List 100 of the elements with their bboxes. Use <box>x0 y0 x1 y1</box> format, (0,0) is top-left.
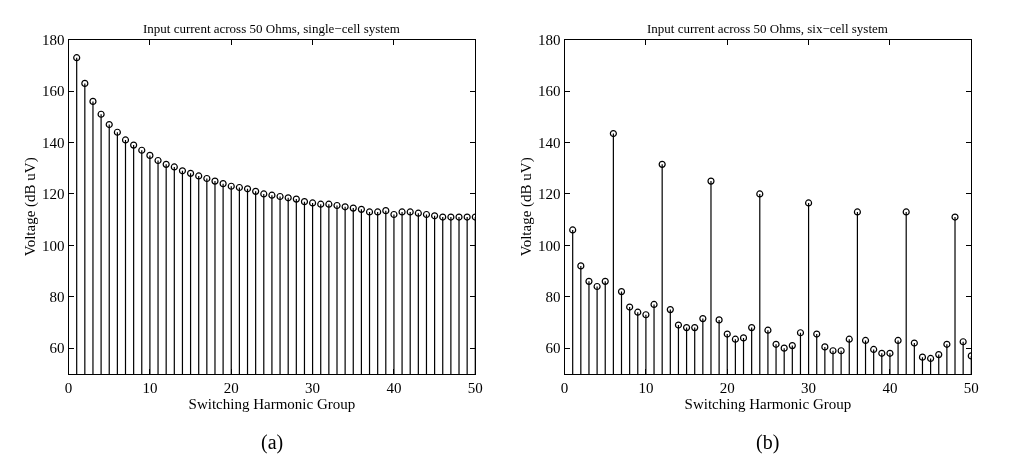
y-tick-label: 160 <box>538 83 561 100</box>
point <box>813 330 821 338</box>
point <box>829 347 837 355</box>
x-axis-title: Switching Harmonic Group <box>188 395 356 412</box>
x-tick-label: 30 <box>305 379 321 396</box>
point <box>447 213 455 221</box>
point <box>284 194 292 202</box>
point <box>951 213 959 221</box>
y-tick-label: 60 <box>545 340 561 357</box>
point <box>674 321 683 329</box>
y-axis-title: Voltage (dB uV) <box>518 157 536 257</box>
x-tick-label: 20 <box>719 379 735 396</box>
x-tick-label: 10 <box>142 379 158 396</box>
point <box>617 288 626 296</box>
point <box>292 195 300 203</box>
point <box>195 172 203 180</box>
point <box>910 339 918 347</box>
point <box>431 212 439 220</box>
point <box>162 160 170 168</box>
point <box>626 303 634 311</box>
point <box>308 199 317 207</box>
point <box>943 340 951 348</box>
point <box>748 324 756 332</box>
point <box>227 182 235 190</box>
point <box>585 277 593 285</box>
point <box>382 207 390 215</box>
point <box>276 192 284 201</box>
point <box>463 213 471 221</box>
point <box>89 97 97 105</box>
point <box>219 180 227 188</box>
text: (a) <box>261 431 284 454</box>
point <box>374 208 382 216</box>
point <box>569 226 577 234</box>
chart-title: Input current across 50 Ohms, six−cell system <box>647 21 888 36</box>
x-tick-label: 20 <box>223 379 239 396</box>
y-tick-label: 80 <box>49 289 65 306</box>
x-tick-label: 40 <box>386 379 402 396</box>
point <box>845 335 853 343</box>
point <box>723 330 731 338</box>
point <box>682 324 691 332</box>
point <box>243 185 252 193</box>
y-tick-label: 160 <box>42 83 65 100</box>
point <box>349 204 357 212</box>
point <box>252 187 260 195</box>
point <box>268 191 276 199</box>
point <box>97 110 105 118</box>
point <box>81 79 89 87</box>
chart-title: Input current across 50 Ohms, single−cell system <box>143 21 400 36</box>
point <box>886 349 894 357</box>
y-tick-label: 180 <box>538 31 561 48</box>
point <box>300 198 309 206</box>
point <box>918 353 927 361</box>
point <box>121 136 130 144</box>
y-axis-title: Voltage (dB uV) <box>22 157 40 257</box>
y-tick-label: 100 <box>538 237 561 254</box>
point <box>170 163 178 171</box>
point <box>365 208 374 216</box>
x-tick-label: 0 <box>560 379 569 396</box>
y-tick-label: 120 <box>42 186 65 203</box>
point <box>796 329 805 337</box>
point <box>837 347 845 355</box>
point <box>804 199 813 207</box>
point <box>788 342 796 350</box>
point <box>601 277 609 285</box>
point <box>439 213 447 221</box>
point <box>317 200 325 208</box>
point <box>130 141 138 149</box>
point <box>357 205 365 213</box>
point <box>325 200 333 208</box>
point <box>935 351 943 359</box>
x-axis-title: Switching Harmonic Group <box>684 395 852 412</box>
point <box>772 340 780 348</box>
y-tick-label: 180 <box>42 31 65 48</box>
point <box>707 177 715 185</box>
y-tick-label: 120 <box>538 186 561 203</box>
x-tick-label: 10 <box>638 379 654 396</box>
point <box>756 190 764 198</box>
point <box>422 210 431 219</box>
point <box>927 354 935 363</box>
x-tick-label: 50 <box>467 379 483 396</box>
point <box>593 282 601 291</box>
point <box>666 306 674 314</box>
point <box>333 201 341 210</box>
point <box>739 334 748 342</box>
point <box>715 316 723 324</box>
point <box>73 54 81 62</box>
point <box>780 344 788 352</box>
point <box>650 300 658 309</box>
x-tick-label: 40 <box>882 379 898 396</box>
x-tick-label: 50 <box>963 379 979 396</box>
point <box>455 213 463 221</box>
point <box>577 262 585 270</box>
point <box>138 146 146 154</box>
point <box>341 203 349 211</box>
point <box>203 174 211 183</box>
point <box>398 208 406 216</box>
point <box>861 336 870 345</box>
text: (b) <box>756 431 780 454</box>
point <box>178 167 187 175</box>
point <box>406 208 414 216</box>
